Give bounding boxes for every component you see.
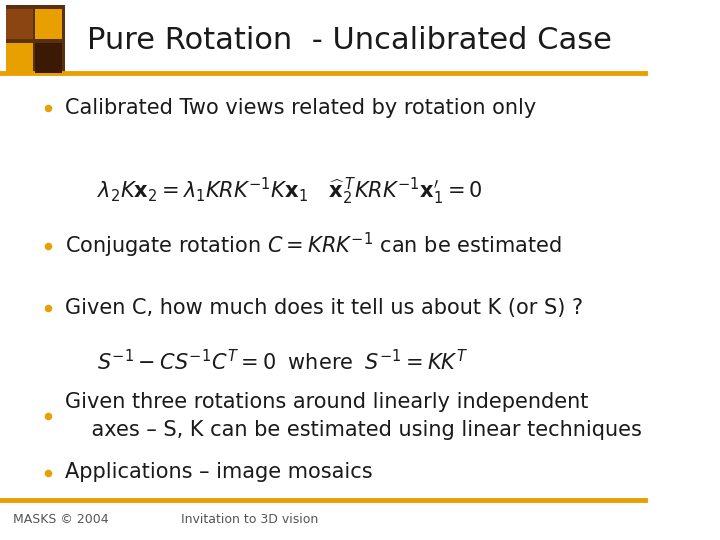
Text: MASKS © 2004: MASKS © 2004 [13, 513, 109, 526]
Text: Given C, how much does it tell us about K (or S) ?: Given C, how much does it tell us about … [65, 298, 582, 318]
Text: Given three rotations around linearly independent
    axes – S, K can be estimat: Given three rotations around linearly in… [65, 392, 642, 440]
FancyBboxPatch shape [35, 9, 62, 39]
FancyBboxPatch shape [6, 5, 65, 73]
Text: Conjugate rotation $C = KRK^{-1}$ can be estimated: Conjugate rotation $C = KRK^{-1}$ can be… [65, 231, 562, 260]
Text: Applications – image mosaics: Applications – image mosaics [65, 462, 372, 483]
Text: $\lambda_2 K\mathbf{x}_2 = \lambda_1 KRK^{-1}K\mathbf{x}_1 \quad \widehat{\mathb: $\lambda_2 K\mathbf{x}_2 = \lambda_1 KRK… [96, 176, 482, 207]
Text: Calibrated Two views related by rotation only: Calibrated Two views related by rotation… [65, 98, 536, 118]
FancyBboxPatch shape [6, 9, 32, 39]
Text: Invitation to 3D vision: Invitation to 3D vision [181, 513, 318, 526]
Text: Pure Rotation  - Uncalibrated Case: Pure Rotation - Uncalibrated Case [87, 26, 612, 55]
FancyBboxPatch shape [35, 43, 62, 73]
FancyBboxPatch shape [6, 43, 32, 73]
Text: $S^{-1} - CS^{-1}C^T = 0 \;\text{ where }\; S^{-1} = KK^T$: $S^{-1} - CS^{-1}C^T = 0 \;\text{ where … [96, 349, 468, 374]
